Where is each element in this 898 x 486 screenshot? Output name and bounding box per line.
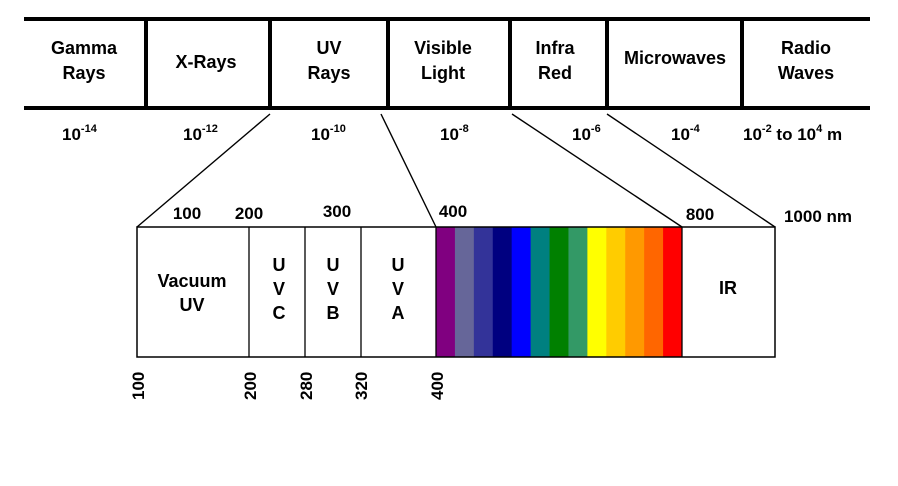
top-scale-1000nm: 1000 nm [784, 207, 852, 226]
region-uvc-v: V [273, 279, 285, 299]
visible-stripe [473, 227, 494, 357]
bottom-scale-400: 400 [428, 372, 447, 400]
region-uvb-b: B [327, 303, 340, 323]
region-uva-v: V [392, 279, 404, 299]
wavelength-infrared: 10-6 [572, 123, 601, 144]
bottom-scale-100: 100 [129, 372, 148, 400]
visible-stripe [530, 227, 550, 357]
region-ir: IR [719, 278, 737, 298]
visible-light-stripes [436, 227, 683, 357]
wavelength-visible: 10-8 [440, 123, 469, 144]
band-infrared-line2: Red [538, 63, 572, 83]
wavelength-uv: 10-10 [311, 123, 346, 144]
region-uvc-c: C [273, 303, 286, 323]
visible-stripe [511, 227, 532, 357]
visible-stripe [587, 227, 607, 357]
visible-stripe [568, 227, 588, 357]
band-infrared-line1: Infra [535, 38, 575, 58]
wavelength-radio: 10-2 to 104 m [743, 123, 842, 144]
top-scale-300: 300 [323, 202, 351, 221]
region-uvb-u: U [327, 255, 340, 275]
band-visible-line2: Light [421, 63, 465, 83]
region-uva-a: A [392, 303, 405, 323]
band-uv-line1: UV [316, 38, 341, 58]
visible-stripe [436, 227, 456, 357]
band-microwaves: Microwaves [624, 48, 726, 68]
region-vacuum-uv-line2: UV [179, 295, 204, 315]
top-scale-800: 800 [686, 205, 714, 224]
wavelength-microwaves: 10-4 [671, 123, 701, 144]
visible-stripe [644, 227, 664, 357]
bottom-scale-320: 320 [352, 372, 371, 400]
band-uv-line2: Rays [307, 63, 350, 83]
region-uvc-u: U [273, 255, 286, 275]
band-radio-line2: Waves [778, 63, 834, 83]
visible-stripe [663, 227, 683, 357]
visible-stripe [549, 227, 569, 357]
visible-stripe [454, 227, 475, 357]
band-gamma-line1: Gamma [51, 38, 118, 58]
spectrum-band-table [24, 17, 870, 110]
wavelength-gamma: 10-14 [62, 123, 98, 144]
band-visible-line1: Visible [414, 38, 472, 58]
band-radio-line1: Radio [781, 38, 831, 58]
detail-bar [136, 226, 776, 358]
band-xrays: X-Rays [175, 52, 236, 72]
region-vacuum-uv-line1: Vacuum [157, 271, 226, 291]
bottom-scale-280: 280 [297, 372, 316, 400]
top-scale-400: 400 [439, 202, 467, 221]
wavelength-xrays: 10-12 [183, 123, 218, 144]
bottom-scale-200: 200 [241, 372, 260, 400]
top-scale-200: 200 [235, 204, 263, 223]
band-gamma-line2: Rays [62, 63, 105, 83]
region-uva-u: U [392, 255, 405, 275]
top-scale-100: 100 [173, 204, 201, 223]
visible-stripe [625, 227, 645, 357]
region-uvb-v: V [327, 279, 339, 299]
zoom-connectors [136, 113, 776, 228]
visible-stripe [492, 227, 513, 357]
visible-stripe [606, 227, 626, 357]
